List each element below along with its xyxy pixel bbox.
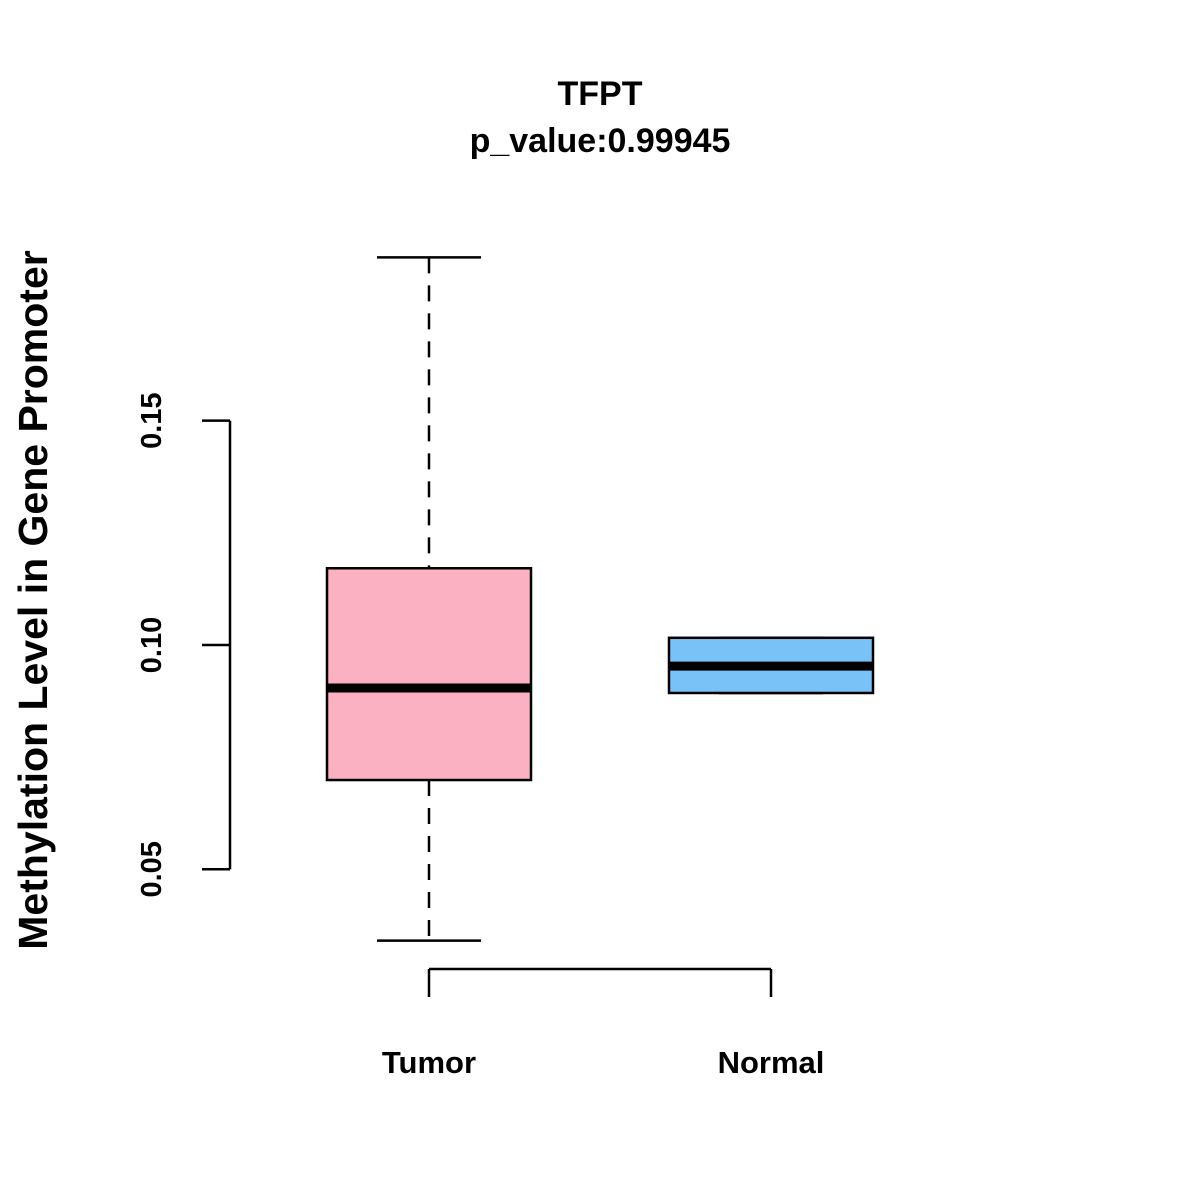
chart-subtitle: p_value:0.99945 bbox=[470, 122, 731, 160]
y-tick-label: 0.05 bbox=[136, 841, 168, 897]
y-axis-label: Methylation Level in Gene Promoter bbox=[10, 250, 56, 949]
box-normal bbox=[667, 636, 875, 695]
boxes bbox=[325, 256, 875, 942]
y-tick-label: 0.15 bbox=[136, 392, 168, 448]
x-tick-label-tumor: Tumor bbox=[382, 1045, 476, 1080]
iqr-box bbox=[325, 567, 533, 782]
x-tick-label-normal: Normal bbox=[718, 1045, 825, 1080]
chart-title: TFPT bbox=[558, 75, 643, 113]
y-axis: 0.05 0.10 0.15 bbox=[136, 392, 232, 898]
y-tick-label: 0.10 bbox=[136, 617, 168, 673]
x-axis: Tumor Normal bbox=[382, 967, 825, 1080]
box-tumor bbox=[325, 256, 533, 942]
